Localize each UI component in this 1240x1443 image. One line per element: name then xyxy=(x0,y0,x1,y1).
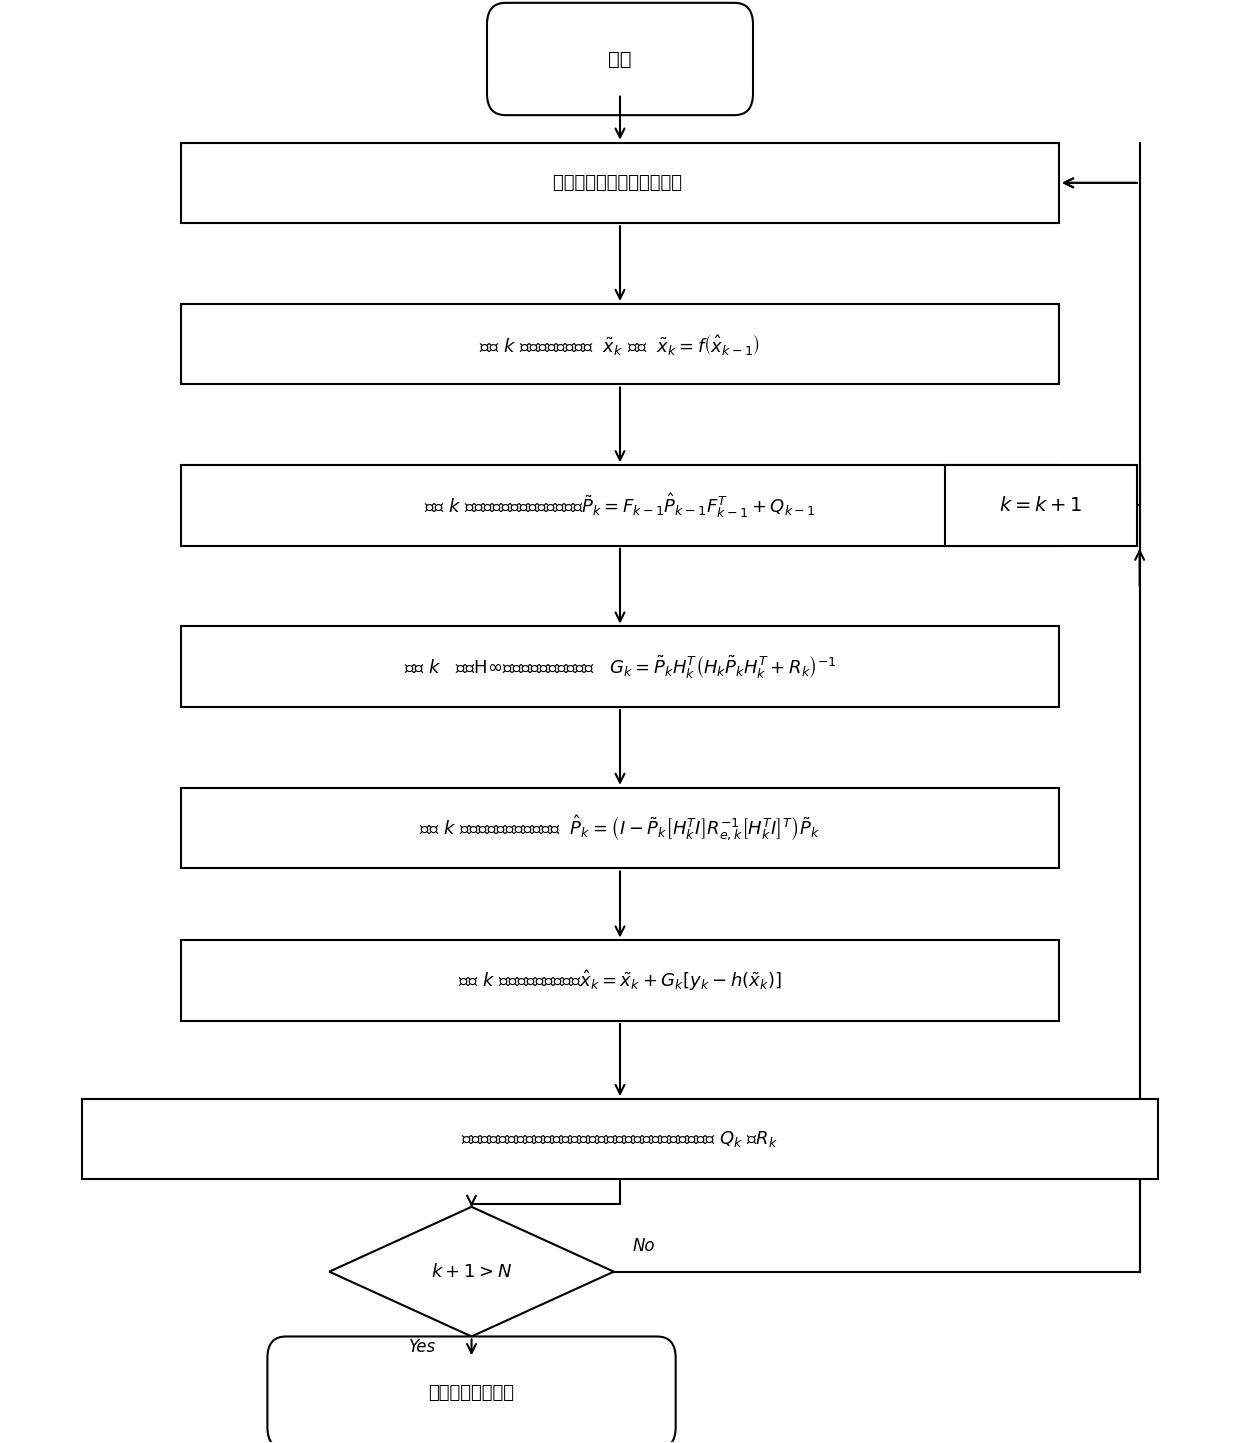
Text: 计算 $k$ 时刻的参数预测值  $\tilde{x}_k$ 即：  $\tilde{x}_k=f\left(\hat{x}_{k-1}\right)$: 计算 $k$ 时刻的参数预测值 $\tilde{x}_k$ 即： $\tilde… xyxy=(480,332,760,356)
Text: 初始化滤波相关参数初始值: 初始化滤波相关参数初始值 xyxy=(553,173,687,192)
Text: Yes: Yes xyxy=(408,1338,435,1356)
FancyBboxPatch shape xyxy=(181,143,1059,224)
Text: $k+1>N$: $k+1>N$ xyxy=(432,1263,512,1281)
Text: No: No xyxy=(632,1237,655,1255)
Text: 计算 $k$ 时刻的估计误差协方差，  $\hat{P}_k=\left(I-\tilde{P}_k\left[H_k^TI\right]R_{e,k}^{-1: 计算 $k$ 时刻的估计误差协方差， $\hat{P}_k=\left(I-\t… xyxy=(419,814,821,843)
Text: 计算 $k$ 时刻的参数预测误差协方差，$\tilde{P}_k=F_{k-1}\hat{P}_{k-1}F_{k-1}^T+Q_{k-1}$: 计算 $k$ 时刻的参数预测误差协方差，$\tilde{P}_k=F_{k-1}… xyxy=(424,491,816,519)
Text: 开始: 开始 xyxy=(609,49,631,68)
FancyBboxPatch shape xyxy=(945,465,1137,545)
FancyBboxPatch shape xyxy=(487,3,753,115)
FancyBboxPatch shape xyxy=(268,1336,676,1443)
Text: 输出参数辨识结果: 输出参数辨识结果 xyxy=(429,1384,515,1401)
Polygon shape xyxy=(330,1206,614,1336)
FancyBboxPatch shape xyxy=(82,1098,1158,1179)
FancyBboxPatch shape xyxy=(181,304,1059,384)
FancyBboxPatch shape xyxy=(181,788,1059,869)
FancyBboxPatch shape xyxy=(181,941,1059,1022)
Text: $k=k+1$: $k=k+1$ xyxy=(999,496,1083,515)
Text: 计算新息序列，利用自适应技术，动态计算过程噪声协方差矩阵 $Q_k$ ，$R_k$: 计算新息序列，利用自适应技术，动态计算过程噪声协方差矩阵 $Q_k$ ，$R_k… xyxy=(461,1130,779,1149)
Text: 计算 $k$   时刻H$\infty$扩展卡尔曼滤波增益，   $G_k=\tilde{P}_kH_k^T\left(H_k\tilde{P}_kH_k^T+: 计算 $k$ 时刻H$\infty$扩展卡尔曼滤波增益， $G_k=\tilde… xyxy=(404,654,836,680)
FancyBboxPatch shape xyxy=(181,465,1059,545)
FancyBboxPatch shape xyxy=(181,626,1059,707)
Text: 计算 $k$ 时刻的参数估计值，$\hat{x}_k=\tilde{x}_k+G_k\left[y_k-h\left(\tilde{x}_k\right)\ri: 计算 $k$ 时刻的参数估计值，$\hat{x}_k=\tilde{x}_k+G… xyxy=(459,968,781,993)
